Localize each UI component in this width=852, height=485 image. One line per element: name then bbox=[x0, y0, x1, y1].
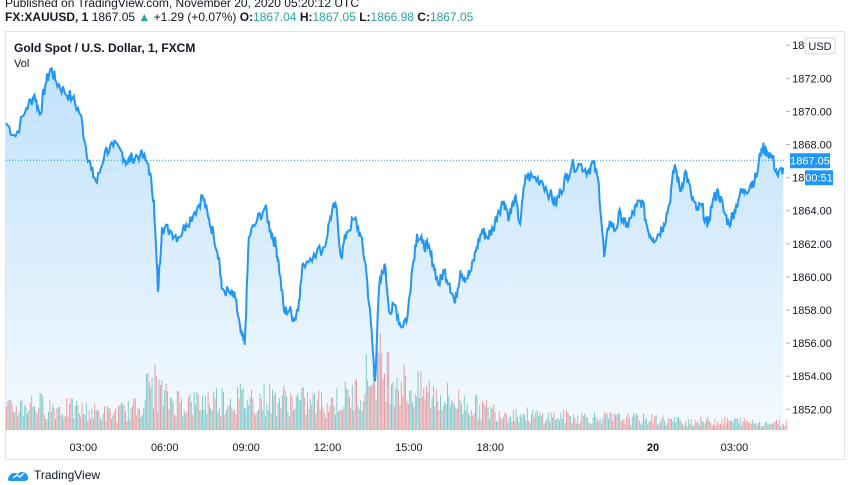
y-tick-label: 1858.00 bbox=[792, 305, 832, 317]
currency-label: USD bbox=[808, 41, 831, 53]
x-tick-label: 09:00 bbox=[232, 442, 260, 454]
y-tick-label: 1854.00 bbox=[792, 371, 832, 383]
symbol-label: FX:XAUUSD, 1 bbox=[5, 10, 89, 24]
volume-bar bbox=[783, 424, 784, 430]
price-line bbox=[5, 67, 785, 382]
chart-frame[interactable] bbox=[5, 31, 845, 460]
close-value: 1867.05 bbox=[429, 10, 474, 24]
volume-legend: Vol bbox=[14, 58, 30, 70]
x-tick-label: 03:00 bbox=[70, 442, 98, 454]
countdown-label: 00:51 bbox=[805, 172, 833, 184]
last-price-tag-label: 1867.05 bbox=[790, 155, 830, 167]
y-tick-label: 1856.00 bbox=[792, 338, 832, 350]
x-tick-label: 03:00 bbox=[721, 442, 749, 454]
open-label: O: bbox=[239, 10, 254, 24]
x-axis[interactable]: 03:00 06:00 09:00 12:00 15:00 18:00 20 03:00 bbox=[70, 442, 749, 454]
change-arrow-icon: ▲ bbox=[138, 10, 151, 24]
y-axis[interactable]: 1852.00 1854.00 1856.00 1858.00 1860.00 1862.… bbox=[786, 40, 832, 416]
price-area bbox=[6, 68, 784, 431]
x-tick-label: 20 bbox=[647, 442, 659, 454]
published-line: Published on TradingView.com, November 2… bbox=[5, 0, 359, 10]
x-tick-label: 06:00 bbox=[151, 442, 179, 454]
ohlc-bar: FX:XAUUSD, 1 1867.05 ▲ +1.29 (+0.07%) O:… bbox=[5, 10, 473, 24]
x-tick-label: 12:00 bbox=[314, 442, 342, 454]
volume-bar bbox=[784, 425, 786, 430]
close-label: C: bbox=[417, 10, 430, 24]
y-tick-label: 1864.00 bbox=[792, 206, 832, 218]
currency-badge[interactable]: USD bbox=[804, 37, 836, 55]
x-tick-label: 18:00 bbox=[477, 442, 505, 454]
high-value: 1867.05 bbox=[312, 10, 356, 24]
tradingview-brand: TradingView bbox=[34, 468, 101, 482]
y-tick-label: 1860.00 bbox=[792, 272, 832, 284]
open-value: 1867.04 bbox=[253, 10, 297, 24]
high-label: H: bbox=[299, 10, 313, 24]
low-label: L: bbox=[359, 10, 371, 24]
y-tick-label: 1868.00 bbox=[792, 140, 832, 152]
volume-bar bbox=[785, 420, 787, 430]
y-tick-label: 1862.00 bbox=[792, 239, 832, 251]
tradingview-logo[interactable]: TradingView bbox=[6, 468, 100, 482]
y-tick-label: 1872.00 bbox=[792, 73, 832, 85]
tradingview-icon bbox=[8, 471, 29, 481]
x-tick-label: 15:00 bbox=[395, 442, 423, 454]
last-price-tag: 1867.05 00:51 bbox=[790, 153, 833, 186]
y-tick-label: 1870.00 bbox=[792, 106, 832, 118]
last-price: 1867.05 bbox=[91, 10, 136, 24]
low-value: 1866.98 bbox=[370, 10, 414, 24]
change-value: +1.29 (+0.07%) bbox=[153, 10, 237, 24]
y-tick-label: 1852.00 bbox=[792, 404, 832, 416]
chart-legend-title: Gold Spot / U.S. Dollar, 1, FXCM bbox=[14, 41, 196, 55]
